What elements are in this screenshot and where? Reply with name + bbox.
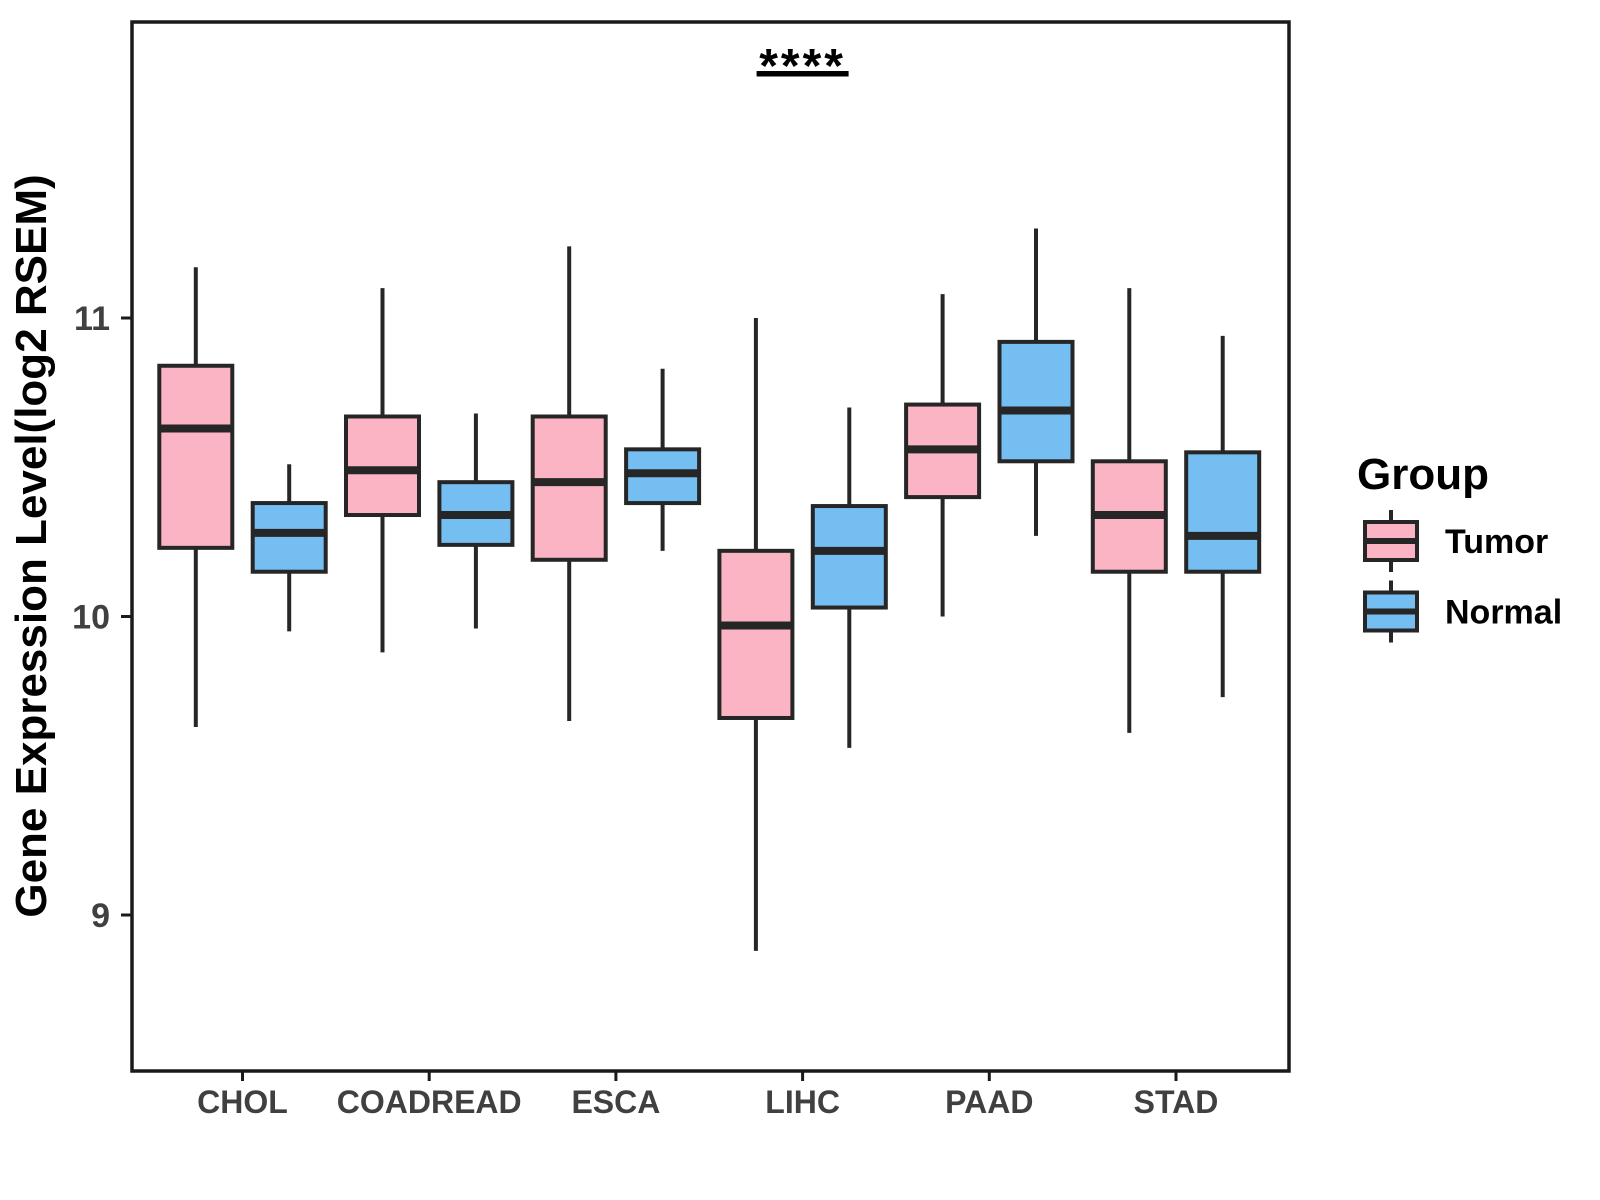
- legend: [1363, 510, 1419, 643]
- significance-stars: ****: [759, 40, 846, 93]
- iqr-box: [717, 548, 795, 720]
- box-stad-normal: [1184, 335, 1262, 698]
- iqr-box: [157, 363, 235, 550]
- iqr-box: [997, 339, 1075, 464]
- x-tick-label-coadread: COADREAD: [337, 1084, 522, 1120]
- legend-title: Group: [1357, 450, 1489, 499]
- iqr-box: [250, 501, 328, 574]
- x-tick-label-esca: ESCA: [571, 1084, 660, 1120]
- y-axis-title: Gene Expression Level(log2 RSEM): [7, 174, 56, 917]
- plot-panel-border: [130, 20, 1291, 1073]
- x-tick-label-lihc: LIHC: [765, 1084, 840, 1120]
- box-coadread-normal: [437, 413, 515, 629]
- box-chol-tumor: [157, 267, 235, 727]
- y-tick-label: 10: [72, 599, 110, 637]
- iqr-box: [530, 414, 608, 562]
- iqr-box: [810, 504, 888, 610]
- box-coadread-tumor: [344, 288, 421, 653]
- box-esca-tumor: [530, 246, 608, 721]
- box-lihc-normal: [810, 407, 888, 748]
- x-tick-label-chol: CHOL: [197, 1084, 288, 1120]
- box-lihc-tumor: [717, 318, 795, 951]
- box-paad-normal: [997, 228, 1075, 536]
- legend-item-tumor: [1363, 510, 1419, 572]
- x-tick-label-paad: PAAD: [945, 1084, 1033, 1120]
- significance-bar: [756, 71, 849, 77]
- y-tick-label: 9: [91, 897, 110, 935]
- box-esca-normal: [624, 368, 702, 551]
- box-paad-tumor: [904, 294, 982, 617]
- iqr-box: [344, 414, 421, 518]
- box-stad-tumor: [1090, 288, 1168, 733]
- legend-label-normal: Normal: [1445, 594, 1562, 632]
- y-tick-label: 11: [74, 300, 110, 338]
- box-chol-normal: [250, 464, 328, 632]
- iqr-box: [1184, 450, 1262, 574]
- x-tick-label-stad: STAD: [1134, 1084, 1219, 1120]
- legend-label-tumor: Tumor: [1445, 523, 1548, 561]
- legend-item-normal: [1363, 580, 1419, 643]
